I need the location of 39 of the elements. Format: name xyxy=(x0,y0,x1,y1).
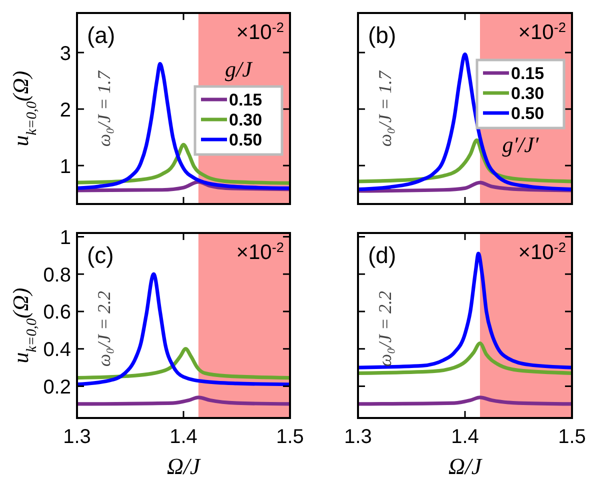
x-tick-label: 1.3 xyxy=(344,426,372,448)
y-tick-label: 0.6 xyxy=(43,302,71,324)
x-tick-label: 1.5 xyxy=(276,426,304,448)
y-tick-label: 0.4 xyxy=(43,339,71,362)
x-tick-label: 1.4 xyxy=(170,426,198,448)
y-tick-label: 1 xyxy=(60,226,71,249)
annotation: (d) xyxy=(368,242,396,268)
legend-label: 0.50 xyxy=(229,130,262,150)
x-axis-title: Ω/J xyxy=(166,454,202,479)
annotation: ω₀/J = 2.2 xyxy=(94,291,114,367)
annotation: ω₀/J = 1.7 xyxy=(94,70,114,147)
x-tick-label: 1.4 xyxy=(451,426,479,448)
y-tick-label: 3 xyxy=(60,42,71,65)
legend-label: 0.50 xyxy=(511,104,544,124)
legend-label: 0.15 xyxy=(229,90,262,110)
line-series xyxy=(77,396,290,406)
y-tick-label: 2 xyxy=(60,99,71,122)
line-series xyxy=(77,62,290,190)
annotation: ×10$^{-2}$ xyxy=(236,20,284,44)
legend-label: 0.30 xyxy=(229,110,262,130)
annotation: (b) xyxy=(368,22,396,48)
legend-title: g′/J′ xyxy=(502,132,540,157)
annotation: ×10$^{-2}$ xyxy=(236,240,284,264)
y-tick-label: 1 xyxy=(60,156,71,178)
annotation: (c) xyxy=(87,242,114,268)
legend-title: g/J xyxy=(225,56,254,82)
legend-label: 0.30 xyxy=(511,84,544,104)
x-tick-label: 1.5 xyxy=(558,426,586,448)
annotation: (a) xyxy=(87,22,116,48)
x-tick-label: 1.3 xyxy=(63,426,91,448)
line-series xyxy=(77,272,290,386)
x-axis-title: Ω/J xyxy=(448,454,484,479)
annotation: ω₀/J = 1.7 xyxy=(375,70,395,147)
annotation: ω₀/J = 2.2 xyxy=(375,291,395,367)
y-tick-label: 0.2 xyxy=(43,376,71,398)
annotation: ×10$^{-2}$ xyxy=(518,240,566,264)
legend-label: 0.15 xyxy=(511,64,544,84)
y-tick-label: 0.8 xyxy=(43,264,71,286)
annotation: ×10$^{-2}$ xyxy=(518,20,566,44)
